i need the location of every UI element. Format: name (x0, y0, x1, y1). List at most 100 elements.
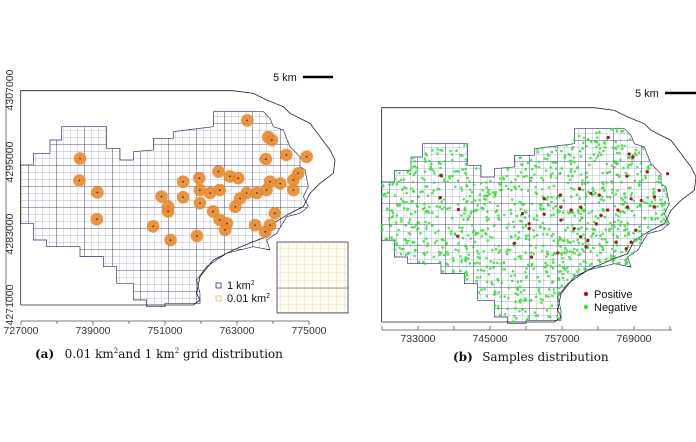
negative-sample (656, 205, 659, 208)
negative-sample (517, 230, 521, 234)
negative-sample (487, 272, 491, 276)
negative-sample (509, 235, 513, 238)
negative-sample (424, 237, 428, 240)
negative-sample (579, 173, 583, 176)
negative-sample (638, 225, 641, 228)
negative-sample (544, 294, 548, 298)
negative-sample (566, 211, 570, 214)
negative-sample (460, 258, 464, 262)
negative-sample (597, 143, 601, 146)
negative-sample (617, 175, 621, 178)
negative-sample (465, 184, 468, 187)
negative-sample (491, 236, 494, 239)
negative-sample (456, 179, 460, 183)
negative-sample (484, 181, 488, 184)
legend-label-negative: Negative (594, 302, 637, 314)
negative-sample (634, 239, 638, 243)
negative-sample (463, 275, 467, 279)
negative-sample (496, 261, 499, 265)
negative-sample (459, 254, 463, 258)
negative-sample (602, 199, 606, 202)
negative-sample (411, 180, 415, 184)
negative-sample (561, 266, 565, 269)
negative-sample (405, 239, 408, 242)
negative-sample (466, 257, 470, 260)
negative-sample (417, 195, 420, 199)
negative-sample (417, 260, 421, 264)
negative-sample (569, 195, 573, 199)
negative-sample (439, 148, 442, 152)
positive-sample (456, 234, 460, 238)
sample-point (212, 210, 214, 213)
x-tick-label: 751000 (147, 325, 182, 337)
negative-sample (486, 191, 490, 194)
negative-sample (568, 178, 572, 182)
negative-sample (497, 251, 501, 254)
negative-sample (550, 200, 554, 204)
negative-sample (641, 233, 645, 236)
negative-sample (623, 234, 627, 238)
negative-sample (593, 159, 597, 163)
negative-sample (512, 314, 516, 318)
negative-sample (572, 188, 576, 191)
negative-sample (385, 207, 389, 210)
negative-sample (489, 260, 493, 263)
negative-sample (503, 295, 507, 298)
negative-sample (569, 168, 573, 171)
negative-sample (582, 250, 585, 253)
negative-sample (557, 278, 561, 282)
negative-sample (439, 166, 442, 170)
negative-sample (458, 226, 461, 229)
negative-sample (395, 214, 399, 217)
negative-sample (463, 244, 467, 247)
negative-sample (580, 216, 583, 219)
negative-sample (484, 198, 488, 201)
negative-sample (525, 274, 529, 278)
negative-sample (444, 243, 448, 247)
positive-sample (645, 170, 649, 174)
negative-sample (533, 311, 537, 314)
negative-sample (511, 220, 515, 224)
negative-sample (580, 182, 584, 186)
negative-sample (443, 239, 446, 242)
negative-sample (627, 231, 630, 235)
negative-sample (599, 198, 603, 201)
coastline (381, 107, 696, 323)
negative-sample (399, 197, 403, 201)
negative-sample (605, 181, 608, 184)
negative-sample (384, 238, 388, 242)
positive-sample (606, 135, 610, 140)
negative-sample (634, 148, 638, 152)
negative-sample (638, 184, 641, 187)
negative-sample (551, 232, 555, 236)
negative-sample (549, 166, 553, 169)
negative-sample (526, 234, 530, 238)
negative-sample (518, 156, 522, 160)
negative-sample (616, 219, 620, 222)
negative-sample (569, 241, 572, 244)
negative-sample (576, 232, 579, 236)
negative-sample (580, 208, 584, 212)
negative-sample (605, 138, 609, 142)
negative-sample (592, 189, 595, 193)
negative-sample (466, 233, 470, 237)
positive-sample (556, 251, 560, 255)
negative-sample (607, 227, 611, 231)
negative-sample (560, 253, 563, 257)
negative-sample (395, 233, 399, 237)
negative-sample (541, 298, 545, 302)
negative-sample (402, 207, 406, 210)
negative-sample (499, 295, 503, 299)
negative-sample (624, 171, 628, 175)
negative-sample (529, 179, 533, 183)
negative-sample (447, 226, 451, 230)
negative-sample (610, 191, 614, 195)
negative-sample (576, 211, 580, 214)
negative-sample (463, 208, 467, 212)
negative-sample (485, 265, 489, 269)
negative-sample (406, 169, 410, 172)
negative-sample (639, 170, 643, 173)
y-tick-label: 4271000 (4, 284, 16, 325)
negative-sample (524, 168, 528, 171)
